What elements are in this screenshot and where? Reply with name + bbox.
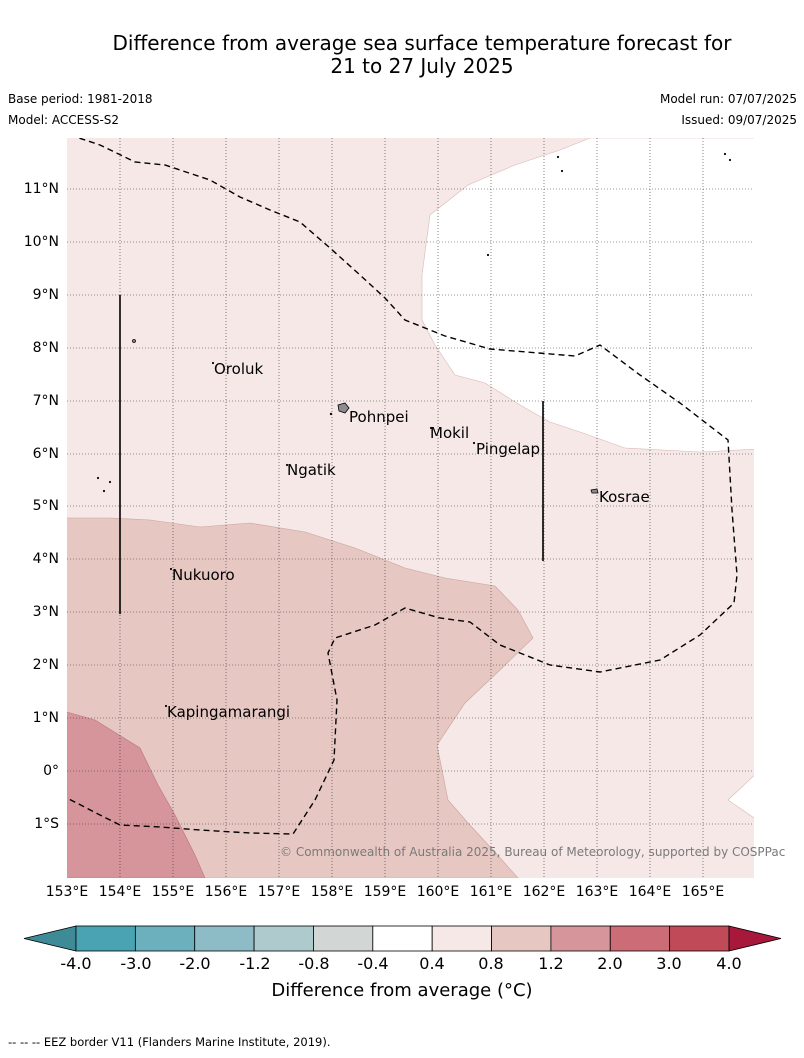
- colorbar-segment: [669, 925, 730, 952]
- lon-label: 154°E: [98, 884, 142, 900]
- kosrae-island: [590, 488, 599, 494]
- colorbar-title: Difference from average (°C): [271, 980, 533, 1001]
- lon-label: 156°E: [204, 884, 248, 900]
- colorbar-segment: [550, 925, 611, 952]
- colorbar-segment: [372, 925, 433, 952]
- island-dot: [329, 412, 333, 416]
- lat-label: 0°: [43, 763, 59, 779]
- place-nukuoro: Nukuoro: [172, 566, 235, 584]
- islands: [96, 152, 732, 708]
- colorbar-tick: 0.8: [478, 954, 504, 973]
- place-kosrae: Kosrae: [599, 488, 650, 506]
- copyright-notice: © Commonwealth of Australia 2025, Bureau…: [280, 845, 786, 859]
- island-dot: [211, 361, 215, 365]
- pohnpei-island: [337, 402, 350, 414]
- island-dot: [96, 476, 100, 480]
- colorbar-tick: -0.8: [298, 954, 330, 973]
- island-dot: [472, 441, 476, 445]
- island-dot: [164, 704, 168, 708]
- colorbar-arrow-low: [23, 925, 77, 952]
- map-plot-area: [67, 138, 754, 878]
- colorbar-tick: 3.0: [656, 954, 682, 973]
- eez-border: [67, 138, 738, 835]
- lon-label: 165°E: [681, 884, 725, 900]
- place-ngatik: Ngatik: [287, 461, 336, 479]
- lon-label: 155°E: [151, 884, 195, 900]
- place-mokil: Mokil: [430, 424, 470, 442]
- colorbar-tick: -4.0: [60, 954, 92, 973]
- lon-label: 162°E: [522, 884, 566, 900]
- lat-label: 8°N: [32, 340, 59, 356]
- title-line-2: 21 to 27 July 2025: [330, 54, 514, 78]
- island-dot: [728, 158, 732, 162]
- colorbar-tick: 4.0: [716, 954, 742, 973]
- lat-label: 6°N: [32, 446, 59, 462]
- lat-label: 10°N: [23, 234, 59, 250]
- colorbar: [23, 925, 782, 952]
- colorbar-segment: [491, 925, 552, 952]
- lon-label: 161°E: [469, 884, 513, 900]
- island-dot: [132, 339, 136, 343]
- anomaly-band-minus0-4-to-0-4-south: [727, 775, 754, 819]
- lat-label: 7°N: [32, 393, 59, 409]
- lon-label: 159°E: [363, 884, 407, 900]
- colorbar-arrow-high: [728, 925, 782, 952]
- island-dot: [102, 489, 106, 493]
- lon-label: 158°E: [310, 884, 354, 900]
- island-dot: [108, 480, 112, 484]
- lon-label: 163°E: [575, 884, 619, 900]
- island-dot: [169, 567, 173, 571]
- colorbar-tick: 2.0: [597, 954, 623, 973]
- place-kapingamarangi: Kapingamarangi: [167, 703, 291, 721]
- island-dot: [556, 155, 560, 159]
- eez-legend-note: -- -- -- EEZ border V11 (Flanders Marine…: [8, 1035, 331, 1049]
- lat-label: 4°N: [32, 551, 59, 567]
- base-period: Base period: 1981-2018: [8, 92, 153, 106]
- lon-label: 164°E: [628, 884, 672, 900]
- colorbar-tick: 0.4: [419, 954, 445, 973]
- chart-title: Difference from average sea surface temp…: [0, 32, 804, 78]
- place-oroluk: Oroluk: [214, 360, 264, 378]
- place-pingelap: Pingelap: [476, 440, 541, 458]
- lon-label: 157°E: [257, 884, 301, 900]
- island-dot: [723, 152, 727, 156]
- colorbar-segment: [431, 925, 492, 952]
- lon-label: 160°E: [416, 884, 460, 900]
- lat-label: 9°N: [32, 287, 59, 303]
- island-dot: [285, 463, 289, 467]
- colorbar-tick: -0.4: [357, 954, 389, 973]
- island-dot: [560, 169, 564, 173]
- map-gridlines: [67, 138, 754, 878]
- lat-label: 1°S: [34, 816, 59, 832]
- issued-date: Issued: 09/07/2025: [681, 113, 797, 127]
- colorbar-tick: 1.2: [538, 954, 564, 973]
- place-pohnpei: Pohnpei: [349, 408, 409, 426]
- colorbar-tick: -1.2: [239, 954, 271, 973]
- anomaly-band-minus0-4-to-0-4: [421, 138, 754, 453]
- colorbar-segment: [75, 925, 136, 952]
- lat-label: 11°N: [23, 181, 59, 197]
- lat-label: 1°N: [32, 710, 59, 726]
- lat-label: 2°N: [32, 657, 59, 673]
- colorbar-segment: [134, 925, 196, 952]
- colorbar-segment: [253, 925, 314, 952]
- lon-label: 153°E: [45, 884, 89, 900]
- lat-label: 3°N: [32, 604, 59, 620]
- model-name: Model: ACCESS-S2: [8, 113, 120, 127]
- anomaly-band-1-2-to-2-0: [67, 711, 206, 878]
- lat-label: 5°N: [32, 498, 59, 514]
- colorbar-tick: -3.0: [120, 954, 152, 973]
- colorbar-segment: [609, 925, 671, 952]
- colorbar-tick: -2.0: [179, 954, 211, 973]
- island-dot: [486, 253, 490, 257]
- model-run: Model run: 07/07/2025: [659, 92, 797, 106]
- title-line-1: Difference from average sea surface temp…: [112, 31, 732, 55]
- anomaly-band-0-8-to-1-2: [67, 517, 534, 878]
- boundary-lines: [119, 295, 544, 614]
- colorbar-segment: [194, 925, 255, 952]
- colorbar-segment: [313, 925, 374, 952]
- island-dot: [429, 426, 433, 430]
